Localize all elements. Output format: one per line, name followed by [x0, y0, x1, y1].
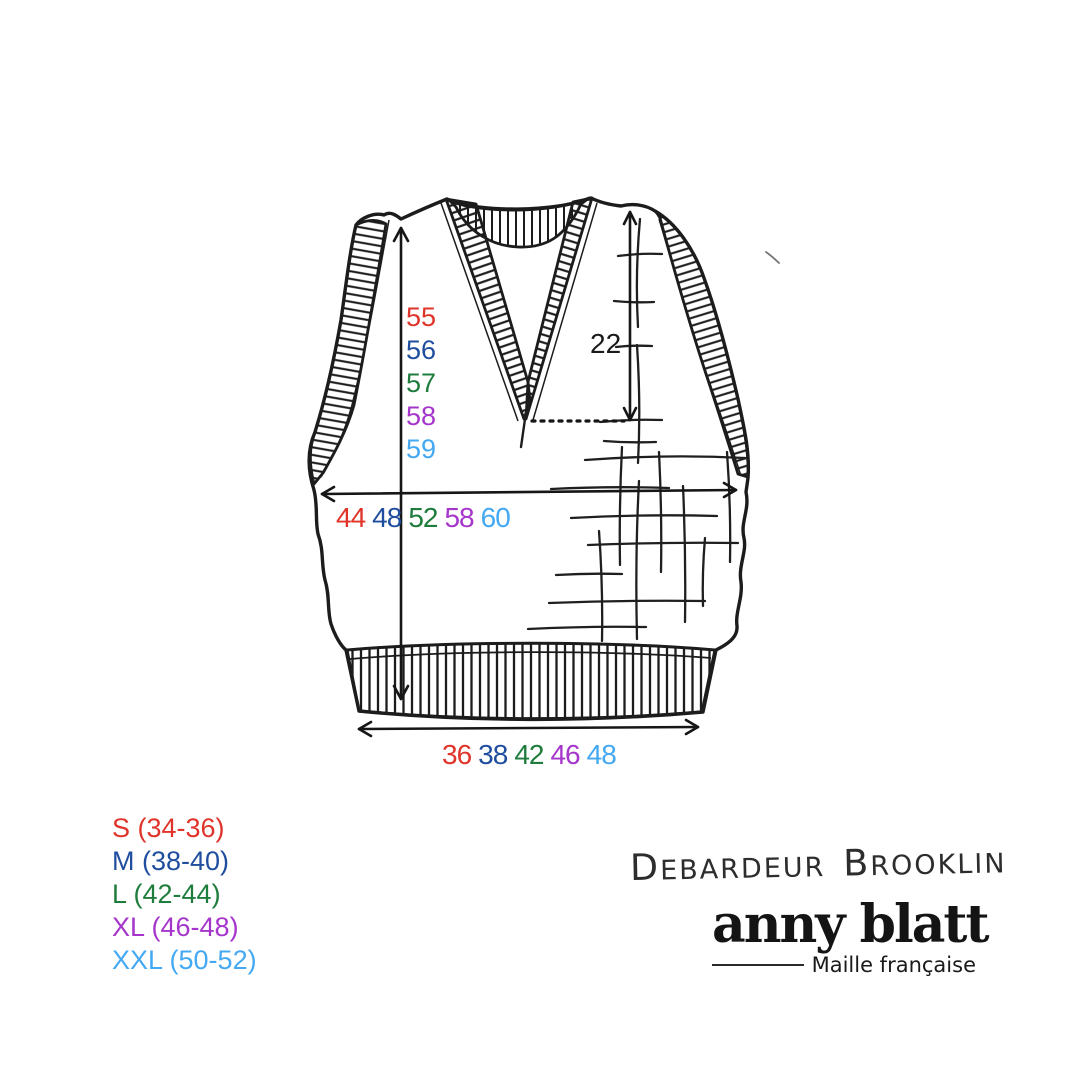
length-arrow [392, 226, 410, 701]
size-legend-item: S (34-36) [112, 813, 225, 843]
size-legend-item: L (42-44) [112, 879, 221, 909]
hem-arrow [357, 718, 700, 738]
armhole-ribbing-right [653, 209, 750, 479]
measure-value: 52 [408, 502, 438, 533]
pattern-title-word: DEBARDEUR [629, 845, 826, 890]
neck-drop-value: 22 [590, 328, 622, 359]
measure-value: 55 [406, 302, 437, 332]
size-legend: S (34-36) M (38-40) L (42-44) XL (46-48)… [112, 812, 257, 977]
measure-value: 48 [372, 502, 402, 533]
measure-value: 42 [514, 739, 544, 770]
measure-value: 46 [550, 739, 580, 770]
measure-value: 38 [478, 739, 508, 770]
neckband [440, 196, 598, 449]
brand-block: anny blatt Maille française [712, 894, 989, 977]
hem-ribbing [345, 641, 717, 721]
brand-rule [712, 964, 804, 966]
plaid-scribbles [526, 217, 780, 643]
neck-depth-arrow [622, 210, 638, 422]
measure-value: 36 [442, 739, 472, 770]
size-legend-item: M (38-40) [112, 846, 230, 876]
armhole-ribbing-left [308, 218, 390, 486]
pattern-title-word: BROOKLIN [842, 841, 1007, 885]
size-legend-item: XL (46-48) [112, 912, 239, 942]
measure-value: 59 [406, 434, 437, 464]
brand-subline: Maille française [712, 953, 976, 977]
measure-value: 58 [444, 502, 474, 533]
measure-value: 48 [586, 739, 617, 770]
measure-value: 56 [406, 335, 437, 365]
measure-value: 44 [336, 502, 366, 533]
body-length-values: 55 56 57 58 59 [406, 301, 436, 466]
brand-logo: anny blatt [712, 894, 989, 955]
measure-value: 58 [406, 401, 437, 431]
pattern-title: DEBARDEUR BROOKLIN [630, 838, 1025, 889]
brand-tagline: Maille française [811, 953, 976, 977]
chest-width-values: 44 48 52 58 60 [336, 502, 511, 534]
measure-value: 57 [406, 368, 437, 398]
hem-width-values: 36 38 42 46 48 [442, 739, 617, 771]
measure-value: 60 [480, 502, 511, 533]
size-legend-item: XXL (50-52) [112, 945, 257, 975]
chest-arrow [320, 481, 738, 503]
